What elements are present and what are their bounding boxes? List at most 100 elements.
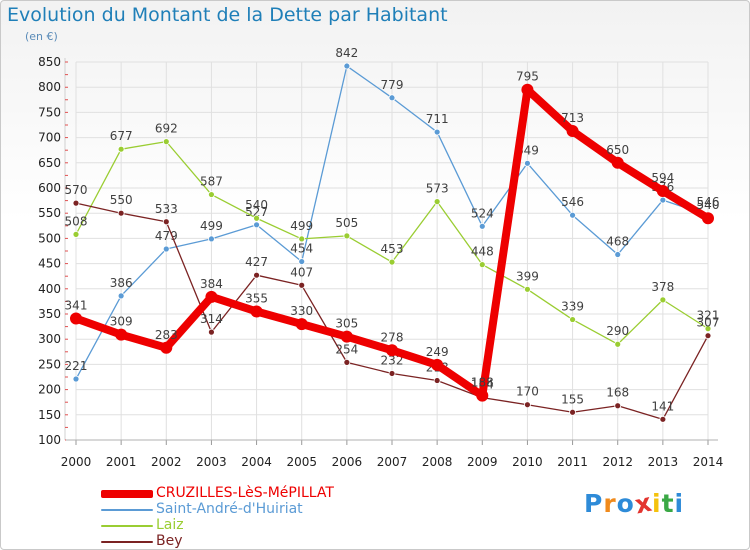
- data-point: [250, 305, 263, 318]
- y-tick-label: 350: [38, 307, 61, 321]
- data-point: [343, 62, 351, 70]
- data-point: [72, 375, 80, 383]
- data-point: [253, 214, 260, 222]
- data-point: [162, 138, 170, 146]
- data-label: 692: [155, 122, 178, 136]
- data-label: 499: [290, 219, 313, 233]
- data-point: [569, 211, 576, 219]
- data-point: [569, 408, 576, 416]
- series-2: 508 677 692 587 540 499 505 453 573 448 399 339 290 3…: [65, 122, 719, 348]
- data-label: 454: [290, 242, 313, 256]
- data-point: [656, 185, 669, 198]
- data-point: [298, 235, 306, 243]
- data-label: 499: [200, 219, 223, 233]
- data-label: 155: [561, 392, 584, 406]
- data-label: 505: [335, 216, 358, 230]
- chart-subtitle: (en €): [25, 30, 58, 43]
- data-point: [388, 258, 396, 266]
- y-tick-label: 450: [38, 257, 61, 271]
- data-label: 290: [606, 324, 629, 338]
- x-tick-label: 2006: [332, 455, 363, 469]
- data-label: 650: [606, 143, 629, 157]
- data-point: [298, 258, 306, 265]
- data-point: [72, 199, 80, 207]
- x-tick-label: 2003: [196, 455, 227, 469]
- y-tick-label: 550: [38, 206, 61, 220]
- x-tick-label: 2011: [557, 455, 588, 469]
- x-tick-label: 2005: [286, 455, 317, 469]
- data-label: 448: [471, 245, 494, 259]
- data-point: [343, 232, 351, 240]
- data-label: 533: [155, 202, 178, 216]
- data-label: 355: [245, 291, 268, 305]
- x-tick-label: 2010: [512, 455, 543, 469]
- y-tick-label: 750: [38, 105, 61, 119]
- y-tick-label: 100: [38, 433, 61, 447]
- y-tick-label: 600: [38, 181, 61, 195]
- legend-swatch: [101, 487, 153, 501]
- y-tick-label: 250: [38, 357, 61, 371]
- data-label: 168: [606, 386, 629, 400]
- data-label: 407: [290, 265, 313, 279]
- data-point: [117, 145, 125, 153]
- x-tick-label: 2001: [106, 455, 137, 469]
- y-tick-label: 150: [38, 408, 61, 422]
- x-tick-label: 2009: [467, 455, 498, 469]
- data-label: 587: [200, 175, 223, 189]
- data-label: 141: [651, 399, 674, 413]
- data-point: [208, 328, 215, 336]
- y-tick-label: 300: [38, 332, 61, 346]
- data-point: [253, 221, 260, 229]
- data-point: [704, 325, 712, 333]
- data-label: 254: [335, 342, 358, 356]
- data-point: [433, 377, 441, 384]
- y-tick-label: 700: [38, 131, 61, 145]
- data-point: [611, 156, 624, 169]
- data-label: 546: [697, 195, 720, 209]
- data-point: [569, 316, 576, 323]
- data-label: 307: [697, 316, 720, 330]
- data-point: [253, 271, 260, 279]
- x-tick-label: 2012: [602, 455, 633, 469]
- data-label: 399: [516, 269, 539, 283]
- data-point: [298, 281, 306, 289]
- data-label: 305: [335, 317, 358, 331]
- data-point: [72, 230, 80, 238]
- data-label: 479: [155, 229, 178, 243]
- data-point: [659, 296, 667, 304]
- data-label: 713: [561, 111, 584, 125]
- data-label: 378: [651, 280, 674, 294]
- y-tick-label: 650: [38, 156, 61, 170]
- data-label: 309: [110, 315, 133, 329]
- data-point: [205, 290, 218, 303]
- proxiti-logo: Proxiti: [584, 487, 685, 520]
- data-label: 508: [65, 214, 88, 228]
- data-label: 540: [697, 198, 720, 212]
- legend-swatch: [101, 503, 153, 517]
- legend-swatch: [101, 519, 153, 533]
- data-point: [476, 389, 489, 402]
- data-label: 283: [155, 328, 178, 342]
- data-point: [614, 251, 622, 258]
- data-label: 170: [516, 385, 539, 399]
- x-tick-label: 2007: [377, 455, 408, 469]
- data-label: 314: [200, 312, 223, 326]
- data-label: 249: [426, 345, 449, 359]
- data-point: [614, 402, 622, 410]
- data-point: [433, 128, 441, 136]
- data-point: [208, 235, 215, 243]
- data-label: 427: [245, 255, 268, 269]
- data-label: 779: [381, 78, 404, 92]
- x-tick-label: 2014: [693, 455, 724, 469]
- series-3: 5705505333144274072542322181841701551681…: [65, 183, 720, 423]
- data-label: 540: [245, 198, 268, 212]
- data-label: 550: [110, 193, 133, 207]
- data-point: [70, 312, 82, 325]
- data-label: 232: [381, 353, 404, 367]
- data-label: 594: [651, 171, 674, 185]
- data-label: 546: [561, 195, 584, 209]
- data-point: [208, 191, 215, 198]
- data-point: [524, 285, 531, 293]
- chart-title: Evolution du Montant de la Dette par Hab…: [7, 4, 448, 26]
